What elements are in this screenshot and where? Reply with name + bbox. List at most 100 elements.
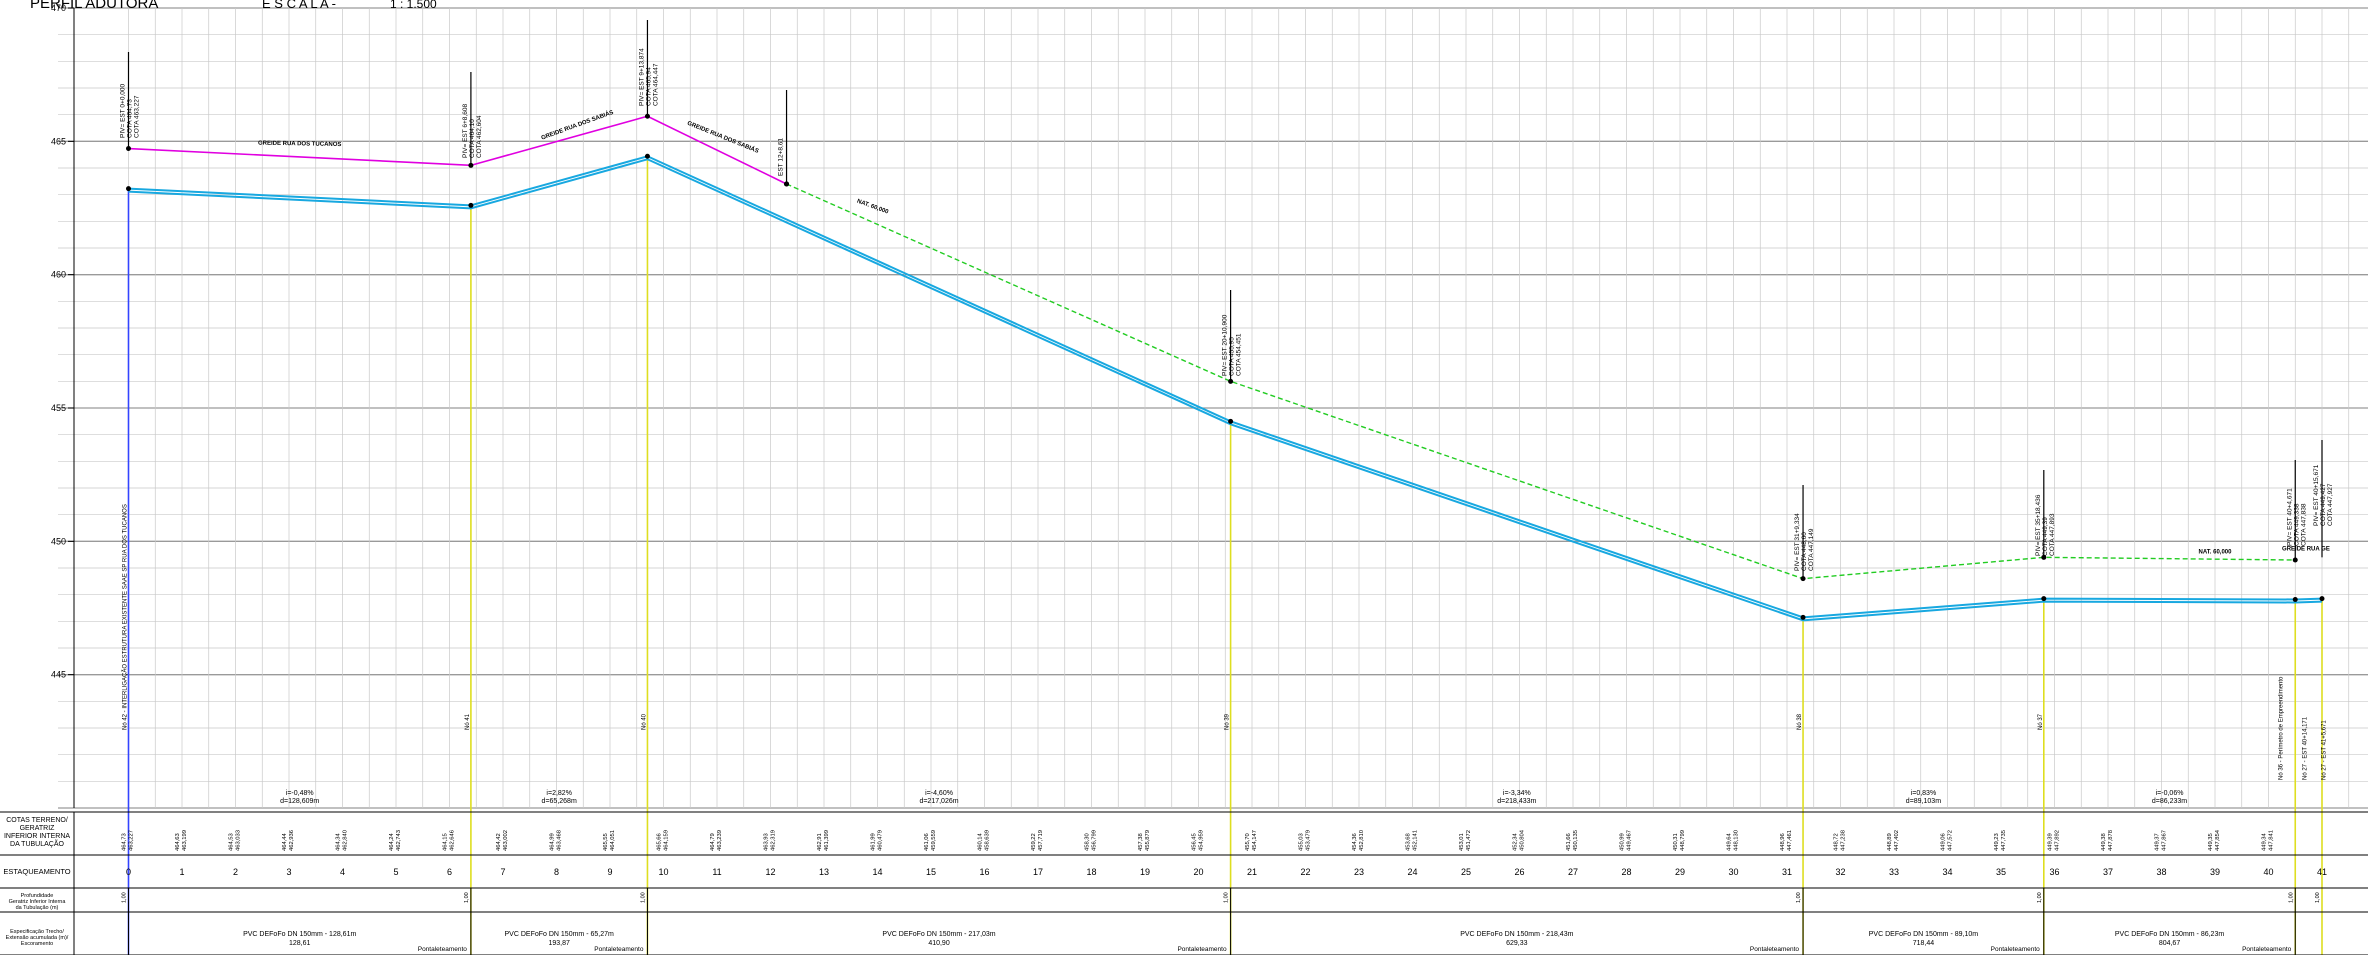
elevation-value: 448,89 [1887,833,1893,851]
row-label-cotas: INFERIOR INTERNA [4,833,70,840]
segment-distance: d=89,103m [1906,798,1941,805]
elevation-value: 463,033 [236,830,242,851]
y-axis-tick-label: 465 [51,136,66,146]
pv-label: COTA 462,604 [476,115,483,158]
elevation-value: 463,199 [182,830,188,851]
elevation-value: 461,399 [824,830,830,851]
elevation-value: 464,44 [282,832,288,851]
station-number: 13 [819,867,829,877]
elevation-value: 452,34 [1513,832,1519,851]
pv-label: COTA 463,227 [134,95,141,138]
elevation-value: 447,878 [2108,830,2114,851]
station-number: 26 [1514,867,1524,877]
elevation-value: 455,03 [1299,833,1305,851]
row-label-especificacao: Extensão acumulada (m)/ [6,935,69,941]
segment-escoramento: Pontaleteamento [1177,946,1227,953]
node-label: Nó 38 [1797,713,1803,730]
elevation-value: 450,31 [1673,833,1679,851]
node-label: Nó 42 - INTERLIGAÇÃO ESTRUTURA EXISTENTE… [122,504,129,730]
elevation-value: 463,002 [503,830,509,851]
elevation-value: 447,867 [2162,830,2168,851]
node-label: Nó 36 - Perímetro de Empreendimento [2279,676,2285,780]
node-label: Nó 37 [2038,713,2044,730]
segment-escoramento: Pontaleteamento [2242,946,2292,953]
elevation-value: 447,572 [1948,830,1954,851]
pv-label: COTA 454,451 [1236,333,1243,376]
pv-label: PIV= EST 0+0,000 [120,84,127,138]
elevation-value: 449,06 [1941,833,1947,851]
terrain-line [128,115,787,185]
station-number: 28 [1621,867,1631,877]
elevation-value: 449,35 [2208,833,2214,851]
segment-slope: i=-0,48% [286,790,314,797]
elevation-value: 458,30 [1085,833,1091,851]
elevation-value: 452,141 [1413,830,1419,851]
elevation-value: 457,38 [1138,833,1144,851]
elevation-value: 449,39 [2048,833,2054,851]
elevation-value: 450,804 [1520,829,1526,851]
elevation-value: 465,55 [603,833,609,851]
elevation-value: 456,45 [1192,833,1198,851]
elevation-value: 449,467 [1627,830,1633,851]
elevation-value: 464,63 [175,833,181,851]
elevation-value: 448,130 [1734,830,1740,851]
station-number: 6 [447,867,452,877]
road-grade-label: GREIDE RUA DOS TUCANOS [258,141,342,148]
pv-label: COTA 447,927 [2327,483,2334,526]
elevation-value: 459,559 [931,830,937,851]
elevation-value: 461,06 [924,833,930,851]
depth-value: 1,00 [2315,892,2321,903]
elevation-value: 454,147 [1252,830,1258,851]
pv-label: COTA 465,94 [645,67,652,106]
elevation-value: 460,14 [978,832,984,851]
elevation-value: 464,42 [496,833,502,851]
station-number: 37 [2103,867,2113,877]
elevation-value: 464,79 [710,833,716,851]
pv-label: COTA 449,39 [2042,517,2049,556]
segment-distance: d=217,026m [919,798,958,805]
elevation-value: 449,23 [1994,833,2000,851]
station-number: 22 [1300,867,1310,877]
elevation-value: 449,34 [2262,832,2268,851]
elevation-value: 462,91 [817,833,823,851]
elevation-value: 464,73 [122,833,128,851]
elevation-value: 448,799 [1680,830,1686,851]
segment-distance: d=65,268m [542,798,577,805]
node-label: Nó 27 - EST 41+5,671 [2321,720,2327,780]
pipe-vertex [468,202,474,208]
segment-accumulated: 804,67 [2159,940,2181,947]
depth-value: 1,00 [1796,892,1802,903]
drawing-annotations: PIV= EST 0+0,000 COTA 464,73 COTA 463,227 P… [120,20,2334,780]
elevation-value: 448,96 [1780,833,1786,851]
pipe-vertex [126,186,131,192]
pv-label: PIV= EST 40+15,671 [2313,464,2320,526]
elevation-value: 462,936 [289,830,295,851]
pipe-vertex [1228,418,1234,424]
depth-value: 1,00 [640,892,646,903]
row-label-profundidade: Profundidade [21,893,54,899]
station-number: 32 [1835,867,1845,877]
pv-label: COTA 449,427 [2320,483,2327,526]
station-number: 30 [1728,867,1738,877]
y-axis-tick-label: 445 [51,670,66,680]
pv-label: COTA 447,893 [2049,513,2056,556]
station-number: 0 [126,867,131,877]
pv-label: PIV= EST 31+9,334 [1794,513,1801,571]
elevation-value: 462,743 [396,830,402,851]
elevation-value: 458,639 [985,830,991,851]
segment-accumulated: 193,87 [548,940,570,947]
pv-label: COTA 464,10 [469,119,476,158]
station-number: 36 [2049,867,2059,877]
segment-spec: PVC DEFoFo DN 150mm - 65,27m [505,931,614,938]
elevation-value: 455,70 [1245,833,1251,851]
segment-distance: d=86,233m [2152,798,2187,805]
segment-accumulated: 629,33 [1506,940,1528,947]
elevation-value: 450,135 [1573,830,1579,851]
elevation-value: 449,38 [2101,833,2107,851]
pv-label: COTA 455,95 [1229,337,1236,376]
elevation-value: 454,959 [1199,830,1205,851]
depth-value: 1,00 [2037,892,2043,903]
elevation-value: 453,68 [1406,833,1412,851]
